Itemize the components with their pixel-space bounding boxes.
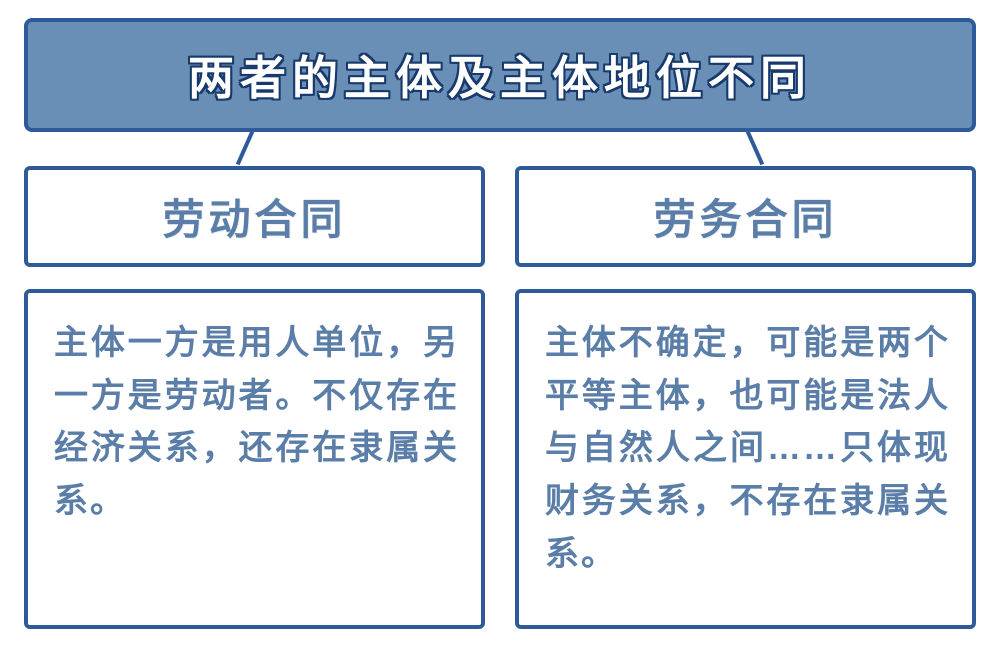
connector-right — [746, 131, 764, 166]
right-column: 劳务合同 主体不确定，可能是两个平等主体，也可能是法人与自然人之间……只体现财务… — [515, 166, 976, 629]
connector-group — [24, 132, 976, 166]
diagram-container: 两者的主体及主体地位不同 劳动合同 主体一方是用人单位，另一方是劳动者。不仅存在… — [24, 18, 976, 629]
left-body: 主体一方是用人单位，另一方是劳动者。不仅存在经济关系，还存在隶属关系。 — [24, 289, 485, 629]
header-box: 两者的主体及主体地位不同 — [24, 18, 976, 132]
header-title: 两者的主体及主体地位不同 — [38, 42, 962, 108]
connector-left — [236, 131, 254, 166]
left-subheader: 劳动合同 — [24, 166, 485, 267]
columns: 劳动合同 主体一方是用人单位，另一方是劳动者。不仅存在经济关系，还存在隶属关系。… — [24, 166, 976, 629]
left-column: 劳动合同 主体一方是用人单位，另一方是劳动者。不仅存在经济关系，还存在隶属关系。 — [24, 166, 485, 629]
right-body: 主体不确定，可能是两个平等主体，也可能是法人与自然人之间……只体现财务关系，不存… — [515, 289, 976, 629]
right-subheader: 劳务合同 — [515, 166, 976, 267]
